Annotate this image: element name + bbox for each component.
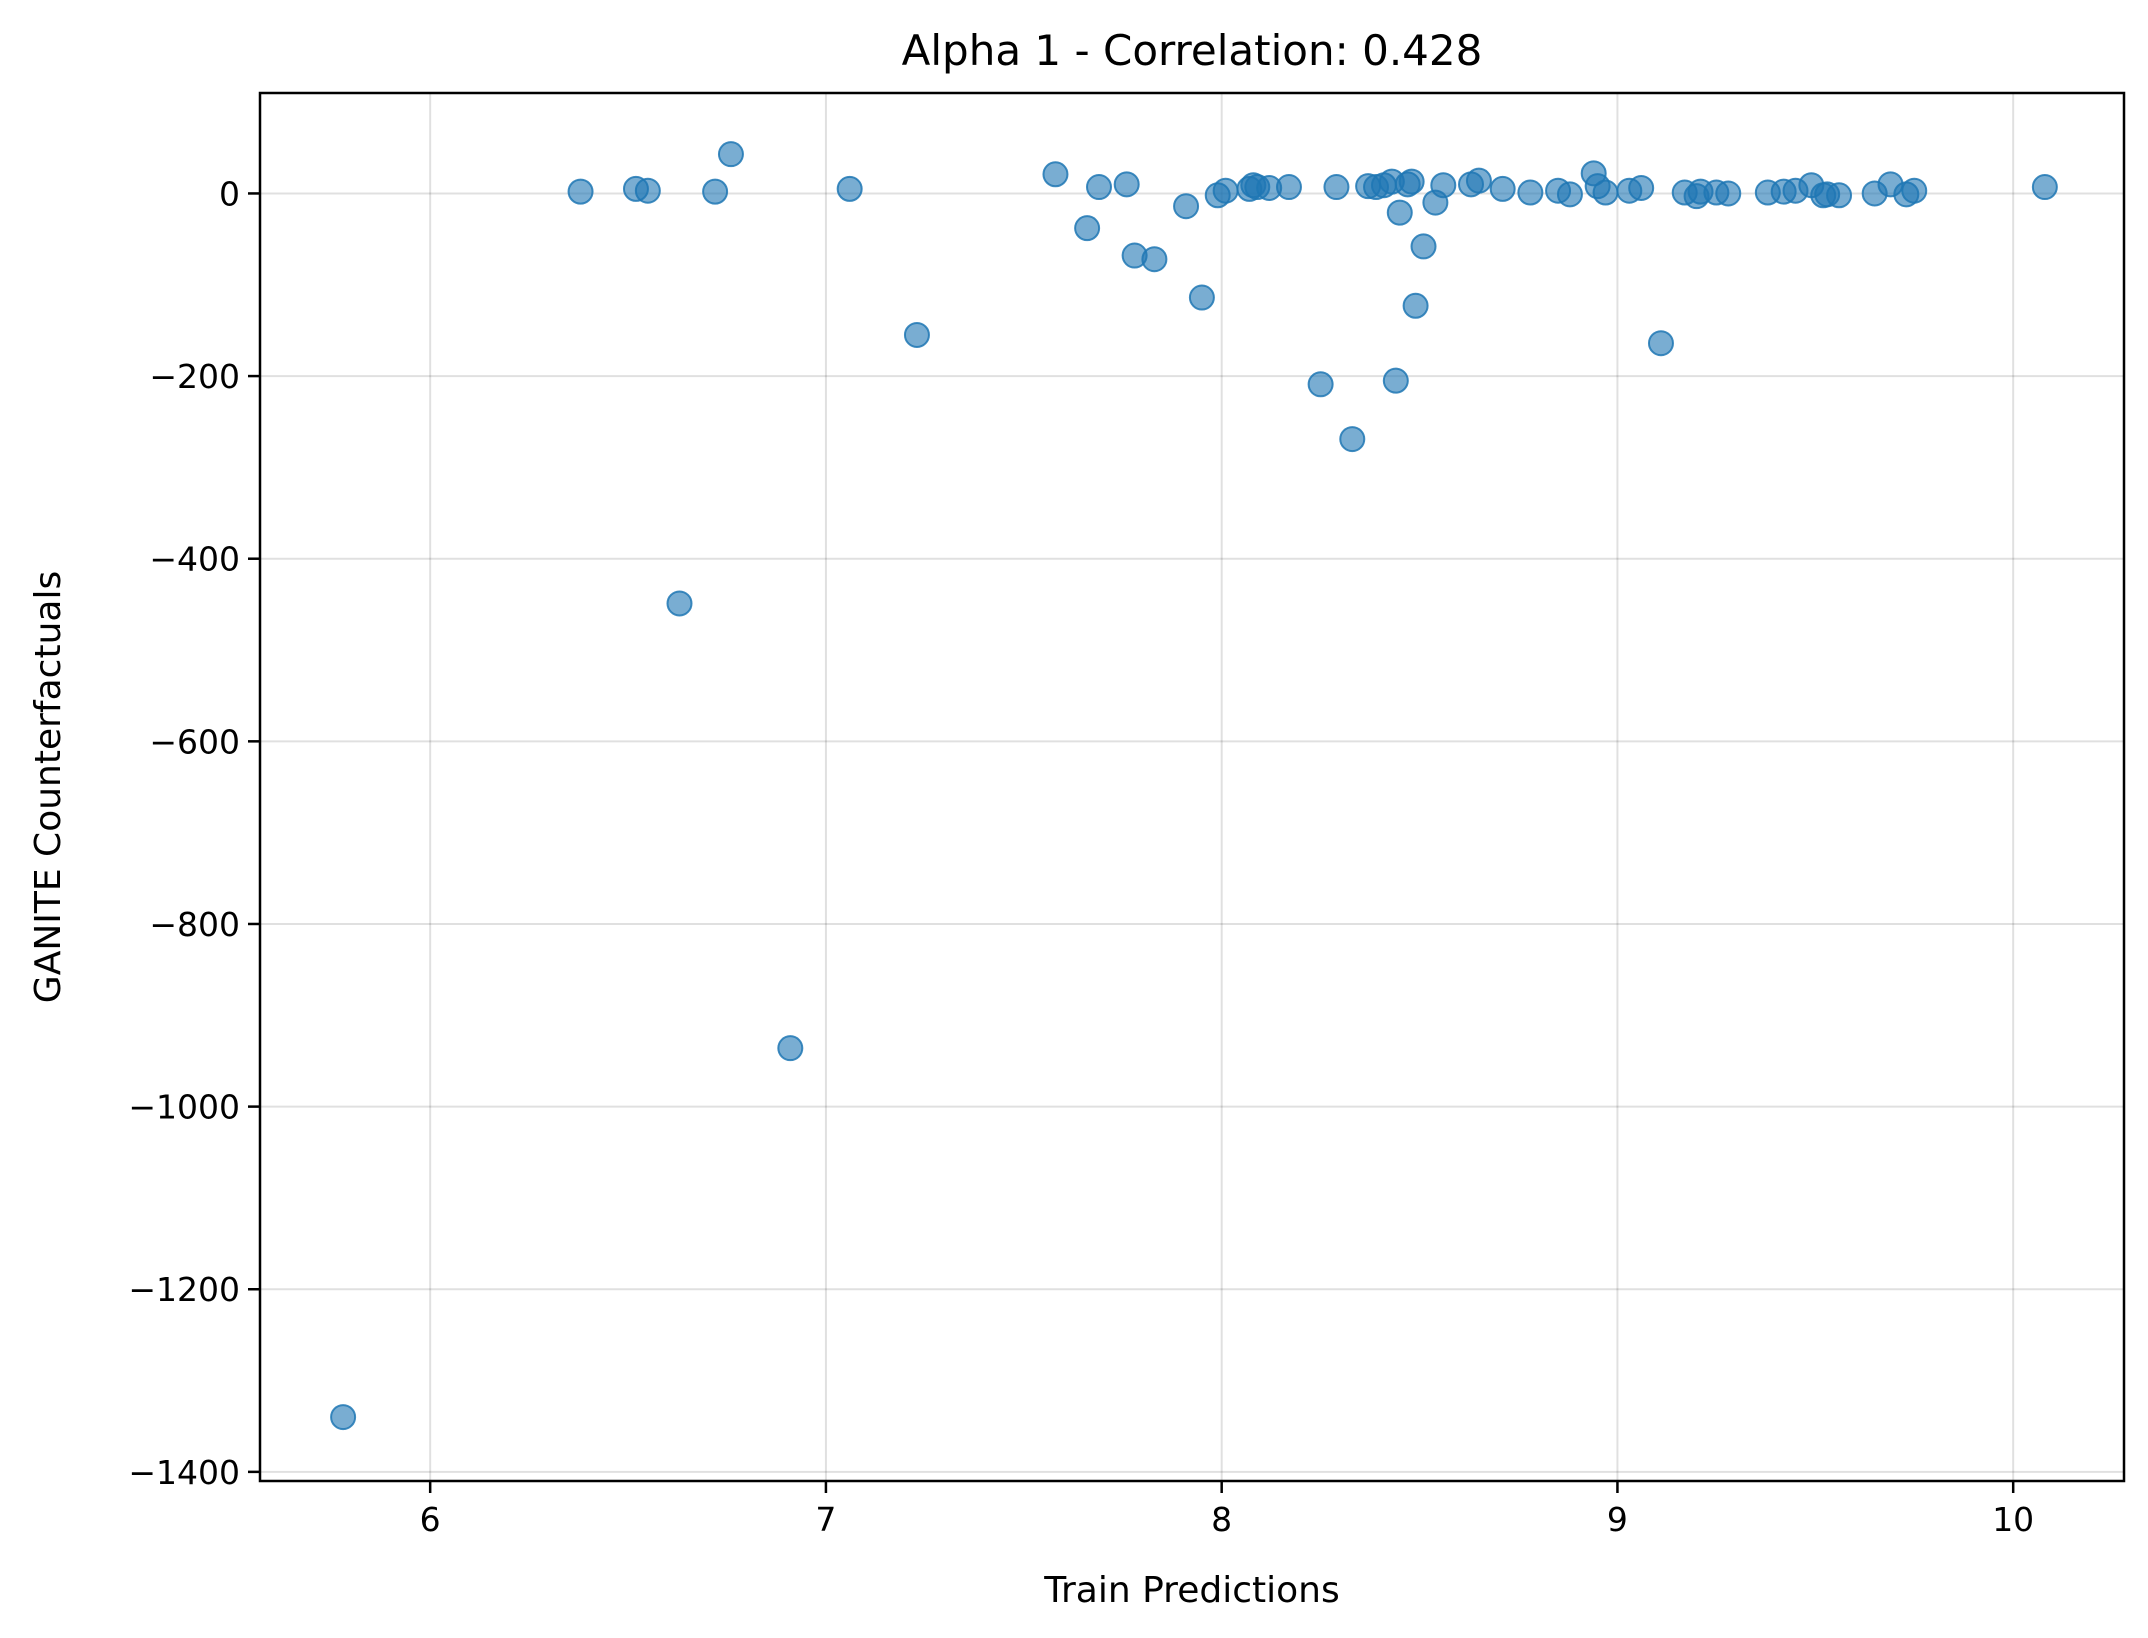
scatter-point: [1826, 182, 1853, 209]
x-tick-label: 8: [1211, 1500, 1232, 1539]
scatter-point: [1430, 172, 1457, 199]
x-tick-label: 10: [1992, 1500, 2034, 1539]
y-tick-label: −600: [149, 722, 240, 761]
y-tick-label: −1000: [128, 1088, 240, 1127]
scatter-point: [634, 177, 661, 204]
y-axis-ticks: 0 −200 −400 −600 −800 −1000 −1200 −1400: [128, 174, 260, 1492]
scatter-point: [1517, 179, 1544, 206]
scatter-point: [1275, 174, 1302, 201]
scatter-point: [903, 321, 930, 348]
y-axis-label: GANITE Counterfactuals: [28, 571, 69, 1003]
scatter-point: [1212, 177, 1239, 204]
x-tick-label: 9: [1607, 1500, 1628, 1539]
scatter-point: [777, 1035, 804, 1062]
scatter-point: [1188, 284, 1215, 311]
scatter-point: [1386, 199, 1413, 226]
y-tick-label: −1400: [128, 1453, 240, 1492]
scatter-point: [1307, 371, 1334, 398]
scatter-point: [666, 590, 693, 617]
scatter-point: [1489, 175, 1516, 202]
scatter-point: [1647, 330, 1674, 357]
scatter-point: [330, 1404, 357, 1431]
y-tick-label: 0: [219, 174, 240, 213]
scatter-point: [1465, 167, 1492, 194]
scatter-point: [836, 175, 863, 202]
y-tick-label: −1200: [128, 1270, 240, 1309]
scatter-point: [1085, 174, 1112, 201]
scatter-point: [1402, 292, 1429, 319]
y-tick-label: −200: [149, 357, 240, 396]
scatter-point: [2031, 174, 2058, 201]
scatter-point: [567, 178, 594, 205]
scatter-point: [1042, 161, 1069, 188]
scatter-point: [1339, 426, 1366, 453]
scatter-point: [1715, 180, 1742, 207]
x-tick-label: 7: [815, 1500, 836, 1539]
scatter-point: [1141, 246, 1168, 273]
scatter-point: [1382, 367, 1409, 394]
data-points: [330, 141, 2058, 1431]
scatter-point: [1323, 174, 1350, 201]
plot-frame: [258, 91, 2126, 1483]
y-tick-label: −400: [149, 540, 240, 579]
scatter-point: [1592, 179, 1619, 206]
x-axis-label: Train Predictions: [1043, 1570, 1339, 1611]
scatter-point: [702, 178, 729, 205]
scatter-point: [1901, 177, 1928, 204]
x-axis-ticks: 6 7 8 9 10: [420, 1481, 2034, 1539]
scatter-point: [1113, 171, 1140, 198]
scatter-point: [1556, 181, 1583, 208]
y-tick-label: −800: [149, 905, 240, 944]
scatter-point: [1398, 168, 1425, 195]
scatter-point: [717, 141, 744, 168]
scatter-point: [1410, 233, 1437, 260]
chart-title: Alpha 1 - Correlation: 0.428: [902, 26, 1483, 75]
scatter-point: [1628, 174, 1655, 201]
scatter-point: [1074, 215, 1101, 242]
scatter-point: [1173, 193, 1200, 220]
x-tick-label: 6: [420, 1500, 441, 1539]
